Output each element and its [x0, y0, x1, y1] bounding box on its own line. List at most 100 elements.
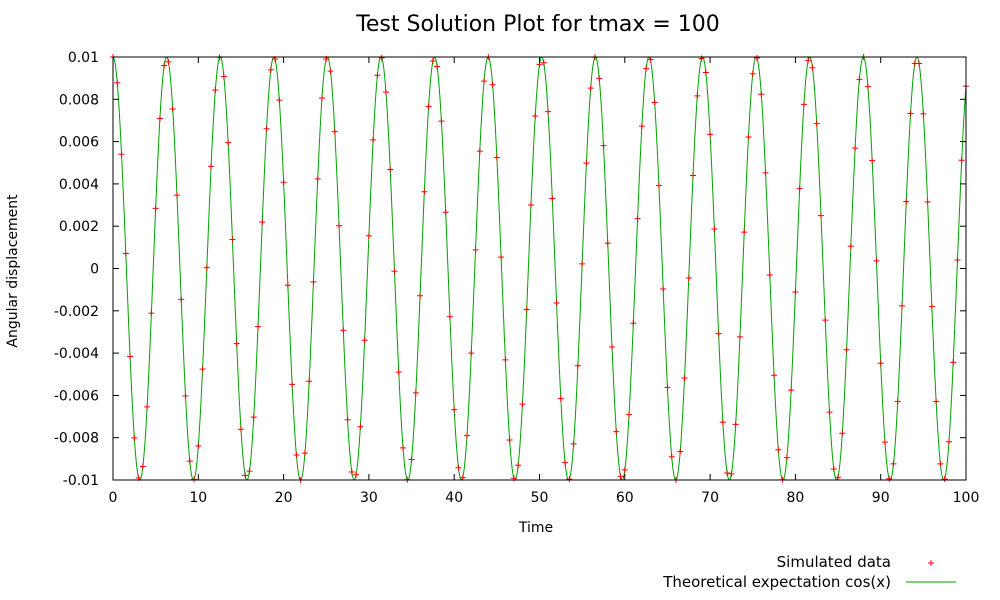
data-point — [655, 182, 662, 189]
data-point — [446, 313, 453, 320]
data-point — [954, 257, 961, 264]
data-point — [626, 411, 633, 418]
data-point — [387, 166, 394, 173]
data-point — [306, 378, 313, 385]
chart-title: Test Solution Plot for tmax = 100 — [355, 12, 720, 37]
data-point — [903, 198, 910, 205]
data-point — [617, 473, 624, 480]
data-point — [152, 205, 159, 212]
data-point — [600, 142, 607, 149]
data-point — [579, 260, 586, 267]
data-point — [894, 398, 901, 405]
data-point — [668, 453, 675, 460]
data-point — [293, 452, 300, 459]
data-point — [856, 76, 863, 83]
data-point — [890, 460, 897, 467]
data-point — [493, 154, 500, 161]
data-point — [395, 369, 402, 376]
data-point — [114, 79, 121, 86]
data-point — [237, 426, 244, 433]
data-point — [933, 398, 940, 405]
data-point — [489, 81, 496, 88]
data-point — [958, 157, 965, 164]
data-point — [574, 362, 581, 369]
data-point — [817, 212, 824, 219]
data-point — [391, 268, 398, 275]
data-point — [233, 340, 240, 347]
data-point — [741, 229, 748, 236]
data-point — [540, 59, 547, 66]
y-tick-label: 0.002 — [59, 219, 99, 235]
legend-label-theoretical: Theoretical expectation cos(x) — [662, 573, 891, 591]
data-point — [647, 56, 654, 63]
data-point — [899, 302, 906, 309]
data-point — [549, 195, 556, 202]
data-point — [370, 136, 377, 143]
data-point — [191, 476, 198, 483]
data-point — [634, 215, 641, 222]
y-tick-label: -0.008 — [54, 431, 99, 447]
data-point — [920, 110, 927, 117]
data-point — [621, 466, 628, 473]
x-tick-label: 100 — [953, 490, 980, 506]
data-point — [195, 442, 202, 449]
data-point — [314, 175, 321, 182]
legend: Simulated data Theoretical expectation c… — [662, 553, 956, 591]
data-point — [442, 209, 449, 216]
data-point — [267, 66, 274, 73]
data-point — [208, 163, 215, 170]
data-point — [212, 86, 219, 93]
x-tick-label: 60 — [616, 490, 634, 506]
data-point — [434, 63, 441, 70]
data-point — [421, 188, 428, 195]
simulated-data-series — [110, 54, 969, 483]
data-point — [408, 456, 415, 463]
data-point — [353, 471, 360, 478]
data-point — [732, 421, 739, 428]
data-point — [941, 475, 948, 482]
y-tick-label: -0.004 — [54, 346, 99, 362]
legend-label-simulated: Simulated data — [777, 553, 891, 571]
data-point — [344, 416, 351, 423]
data-point — [916, 60, 923, 67]
y-axis: 0.01 0.008 0.006 0.004 0.002 0 -0.002 -0.004 -0.… — [54, 50, 966, 489]
data-point — [711, 226, 718, 233]
data-point — [604, 240, 611, 247]
data-point — [169, 106, 176, 113]
data-point — [660, 286, 667, 293]
data-point — [156, 115, 163, 122]
data-point — [173, 192, 180, 199]
data-point — [131, 434, 138, 441]
data-point — [348, 468, 355, 475]
x-tick-label: 0 — [109, 490, 118, 506]
data-point — [178, 296, 185, 303]
data-point — [438, 118, 445, 125]
data-point — [907, 110, 914, 117]
data-point — [937, 460, 944, 467]
data-point — [651, 99, 658, 106]
data-point — [199, 366, 206, 373]
data-point — [928, 303, 935, 310]
data-point — [643, 65, 650, 72]
x-tick-label: 30 — [360, 490, 378, 506]
data-point — [847, 243, 854, 250]
data-point — [144, 403, 151, 410]
data-point — [284, 282, 291, 289]
data-point — [690, 172, 697, 179]
x-axis-label: Time — [518, 520, 553, 536]
x-tick-label: 80 — [786, 490, 804, 506]
data-point — [515, 462, 522, 469]
data-point — [553, 299, 560, 306]
data-point — [771, 372, 778, 379]
data-point — [476, 148, 483, 155]
data-point — [186, 458, 193, 465]
theory-line — [113, 56, 966, 481]
data-point — [613, 428, 620, 435]
data-point — [839, 430, 846, 437]
data-point — [736, 333, 743, 340]
data-point — [583, 160, 590, 167]
data-point — [869, 157, 876, 164]
data-point — [182, 392, 189, 399]
data-point — [382, 89, 389, 96]
data-point — [361, 337, 368, 344]
